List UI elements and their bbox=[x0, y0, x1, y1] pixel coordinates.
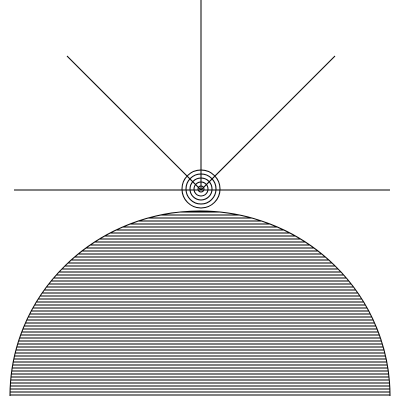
left-diagonal-ray bbox=[66, 55, 202, 191]
ring bbox=[189, 177, 213, 201]
concentric-rings bbox=[181, 169, 221, 209]
ring bbox=[197, 185, 205, 193]
ring bbox=[193, 181, 209, 197]
hemisphere-outline bbox=[9, 210, 391, 397]
ring bbox=[181, 169, 221, 209]
right-diagonal-ray bbox=[200, 55, 336, 191]
ring bbox=[185, 173, 217, 205]
hatched-hemisphere bbox=[9, 210, 391, 397]
